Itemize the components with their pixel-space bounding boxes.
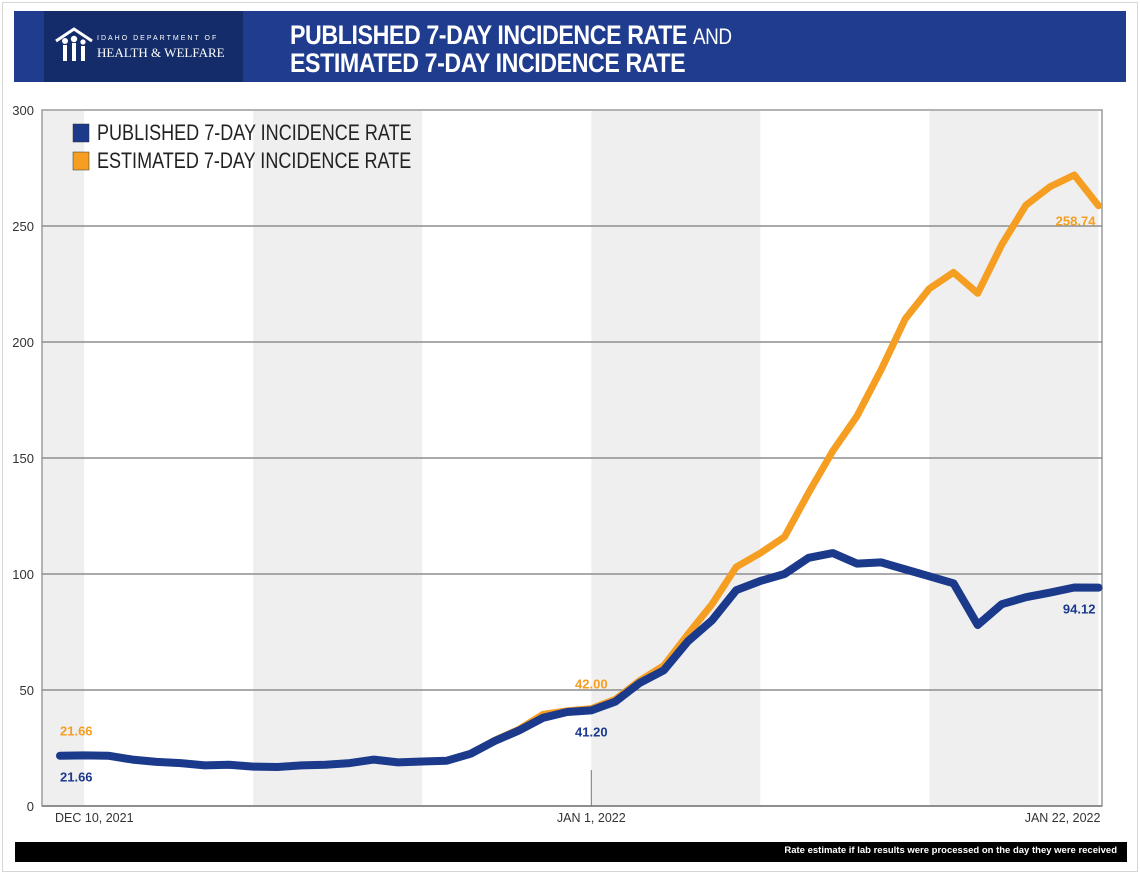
estimated-data-label: 21.66 [60, 724, 93, 739]
y-axis-ticks: 0 50 100 150 200 250 300 [12, 103, 34, 814]
family-house-icon [55, 27, 93, 61]
title-line-1: PUBLISHED 7-DAY INCIDENCE RATE [290, 20, 687, 50]
title-and: AND [692, 24, 732, 49]
title-line-2: ESTIMATED 7-DAY INCIDENCE RATE [290, 48, 686, 78]
x-tick-label: JAN 1, 2022 [557, 811, 626, 825]
logo-line-2: HEALTH & WELFARE [97, 45, 225, 60]
legend-swatch [72, 151, 90, 171]
y-tick-label: 200 [12, 335, 34, 350]
series-lines [56, 171, 1103, 771]
published-data-label: 41.20 [575, 724, 608, 739]
x-axis-ticks: DEC 10, 2021 JAN 1, 2022 JAN 22, 2022 [55, 770, 1100, 825]
header-banner: IDAHO DEPARTMENT OF HEALTH & WELFARE PUB… [14, 11, 1126, 82]
published-data-label: 21.66 [60, 770, 93, 785]
gridlines [42, 225, 1102, 807]
y-tick-label: 50 [20, 683, 34, 698]
logo-line-1: IDAHO DEPARTMENT OF [97, 35, 219, 42]
legend: PUBLISHED 7-DAY INCIDENCE RATE ESTIMATED … [72, 121, 412, 173]
footnote-bar: Rate estimate if lab results were proces… [15, 842, 1127, 862]
legend-label: ESTIMATED 7-DAY INCIDENCE RATE [97, 149, 411, 173]
legend-label: PUBLISHED 7-DAY INCIDENCE RATE [97, 121, 412, 145]
y-tick-label: 100 [12, 567, 34, 582]
legend-swatch [72, 123, 90, 143]
estimated-data-label: 258.74 [1056, 214, 1097, 229]
agency-logo: IDAHO DEPARTMENT OF HEALTH & WELFARE [44, 11, 243, 82]
estimated-data-label: 42.00 [575, 677, 608, 692]
footnote-text: Rate estimate if lab results were proces… [784, 845, 1117, 856]
data-labels: 21.66 41.20 94.12 21.66 42.00 258.74 [60, 214, 1096, 785]
chart-title: PUBLISHED 7-DAY INCIDENCE RATE AND ESTIM… [290, 22, 732, 77]
y-tick-label: 300 [12, 103, 34, 118]
y-tick-label: 250 [12, 219, 34, 234]
published-rate-line [56, 549, 1103, 771]
x-tick-label: DEC 10, 2021 [55, 811, 134, 825]
y-tick-label: 150 [12, 451, 34, 466]
published-data-label: 94.12 [1063, 602, 1096, 617]
x-tick-label: JAN 22, 2022 [1025, 811, 1101, 825]
y-tick-label: 0 [27, 799, 34, 814]
